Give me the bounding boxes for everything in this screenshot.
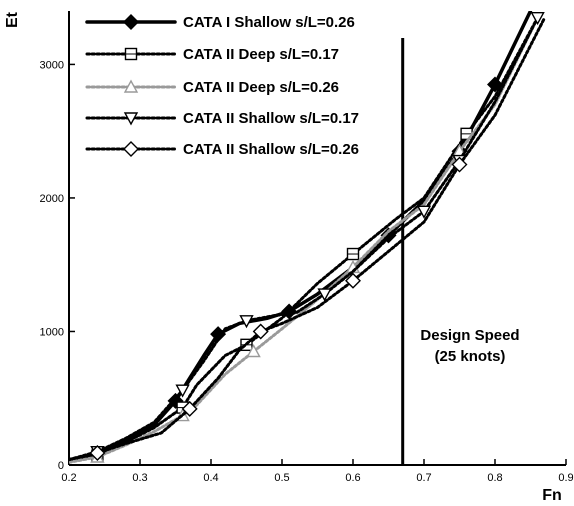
- series-line-4: [69, 16, 540, 462]
- legend-label-4: CATA II Shallow s/L=0.17: [183, 110, 359, 127]
- series-line-5: [69, 16, 547, 462]
- legend-sample-4: [85, 112, 177, 126]
- series-5: [69, 16, 547, 462]
- x-tick-label-1: 0.3: [132, 472, 147, 484]
- series-5-point-4: [181, 400, 198, 417]
- x-axis-title: Fn: [542, 487, 562, 504]
- legend-marker-2: [124, 47, 138, 61]
- axis-ticks: 0.2 0.3 0.4 0.5 0.6 0.7 0.8 0.9 0 1000 2000 3000: [40, 59, 574, 484]
- series-5-point-10: [345, 272, 361, 289]
- x-tick-label-4: 0.6: [345, 472, 360, 484]
- design-speed-label: Design Speed: [420, 327, 519, 344]
- legend-marker-4: [123, 112, 139, 126]
- legend-marker-1: [123, 14, 139, 30]
- series-2-point-10: [346, 247, 360, 261]
- x-tick-label-0: 0.2: [61, 472, 76, 484]
- series-4-point-10: [317, 288, 332, 302]
- legend: CATA I Shallow s/L=0.26 CATA II Deep s/L…: [85, 14, 359, 158]
- legend-entry-5: CATA II Shallow s/L=0.26: [85, 141, 359, 158]
- legend-label-2: CATA II Deep s/L=0.17: [183, 46, 339, 63]
- design-speed-sublabel: (25 knots): [435, 348, 506, 365]
- legend-sample-2: [85, 47, 177, 61]
- legend-entry-2: CATA II Deep s/L=0.17: [85, 46, 339, 63]
- y-tick-label-3: 3000: [40, 59, 64, 71]
- x-tick-label-3: 0.5: [274, 472, 289, 484]
- y-axis-title: Et: [4, 11, 21, 28]
- legend-sample-1: [85, 14, 177, 30]
- legend-sample-3: [85, 79, 177, 93]
- x-tick-label-6: 0.8: [487, 472, 502, 484]
- y-tick-label-0: 0: [58, 460, 64, 472]
- series-4-point-16: [530, 11, 545, 26]
- legend-marker-3: [123, 79, 139, 93]
- legend-label-1: CATA I Shallow s/L=0.26: [183, 14, 355, 31]
- series-5-point-1: [89, 444, 106, 461]
- series-4: [69, 11, 545, 462]
- series-4-point-13: [416, 205, 432, 219]
- y-tick-label-2: 2000: [40, 193, 64, 205]
- legend-label-5: CATA II Shallow s/L=0.26: [183, 141, 359, 158]
- legend-label-3: CATA II Deep s/L=0.26: [183, 79, 339, 96]
- x-tick-label-2: 0.4: [203, 472, 218, 484]
- series-4-point-7: [239, 315, 254, 329]
- y-tick-label-1: 1000: [40, 326, 64, 338]
- series-5-point-7: [252, 323, 269, 340]
- x-tick-label-7: 0.9: [558, 472, 573, 484]
- legend-entry-3: CATA II Deep s/L=0.26: [85, 79, 339, 96]
- legend-sample-5: [85, 141, 177, 157]
- legend-marker-5: [123, 141, 139, 157]
- series-5-point-13: [451, 156, 468, 173]
- legend-entry-4: CATA II Shallow s/L=0.17: [85, 110, 359, 127]
- series-4-point-4: [175, 384, 190, 398]
- series-layer: [69, 11, 547, 464]
- series-3-point-7: [246, 344, 261, 358]
- legend-entry-1: CATA I Shallow s/L=0.26: [85, 14, 355, 31]
- x-tick-label-5: 0.7: [416, 472, 431, 484]
